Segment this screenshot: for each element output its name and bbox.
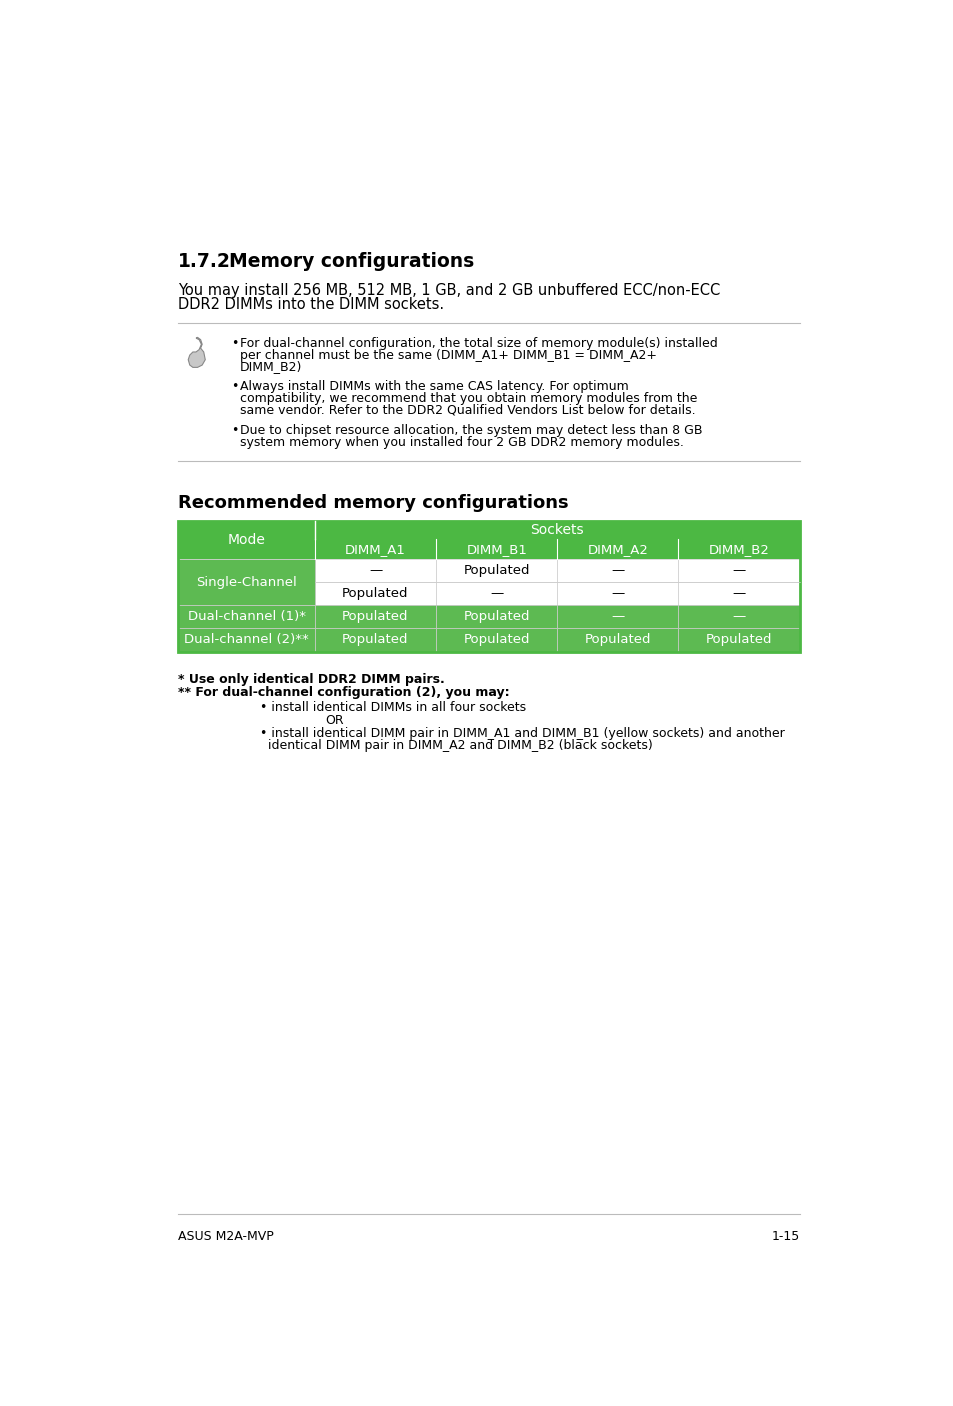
Bar <box>678 560 799 582</box>
Bar <box>678 606 799 628</box>
Text: Dual-channel (1)*: Dual-channel (1)* <box>188 610 305 623</box>
Bar <box>557 606 678 628</box>
Text: ASUS M2A-MVP: ASUS M2A-MVP <box>178 1230 274 1243</box>
Text: Populated: Populated <box>342 634 408 647</box>
Bar <box>178 520 314 560</box>
Bar <box>436 560 557 582</box>
Text: DIMM_A1: DIMM_A1 <box>345 543 406 555</box>
Text: * Use only identical DDR2 DIMM pairs.: * Use only identical DDR2 DIMM pairs. <box>178 673 444 686</box>
Text: Mode: Mode <box>228 533 265 547</box>
Bar <box>557 560 678 582</box>
Text: DDR2 DIMMs into the DIMM sockets.: DDR2 DIMMs into the DIMM sockets. <box>178 297 444 312</box>
Bar <box>436 628 557 651</box>
Text: DIMM_A2: DIMM_A2 <box>587 543 648 555</box>
Text: 1.7.2: 1.7.2 <box>178 252 231 271</box>
Text: Populated: Populated <box>463 634 529 647</box>
Bar <box>678 582 799 606</box>
Text: • install identical DIMM pair in DIMM_A1 and DIMM_B1 (yellow sockets) and anothe: • install identical DIMM pair in DIMM_A1… <box>259 727 783 740</box>
Bar <box>178 628 314 651</box>
Bar <box>178 606 314 628</box>
Text: Populated: Populated <box>463 610 529 623</box>
Text: Sockets: Sockets <box>530 523 583 537</box>
Text: DIMM_B2: DIMM_B2 <box>708 543 769 555</box>
Bar <box>178 520 799 538</box>
Text: compatibility, we recommend that you obtain memory modules from the: compatibility, we recommend that you obt… <box>240 392 697 405</box>
Text: system memory when you installed four 2 GB DDR2 memory modules.: system memory when you installed four 2 … <box>240 436 683 449</box>
Bar <box>557 582 678 606</box>
Text: Populated: Populated <box>342 610 408 623</box>
Text: Memory configurations: Memory configurations <box>229 252 474 271</box>
Text: Single-Channel: Single-Channel <box>196 575 296 589</box>
Text: Populated: Populated <box>342 588 408 600</box>
Text: Populated: Populated <box>705 634 772 647</box>
Text: Always install DIMMs with the same CAS latency. For optimum: Always install DIMMs with the same CAS l… <box>240 380 628 394</box>
Bar <box>436 582 557 606</box>
Bar <box>314 606 436 628</box>
Bar <box>314 560 436 582</box>
Bar <box>314 582 436 606</box>
Text: Populated: Populated <box>584 634 651 647</box>
Text: per channel must be the same (DIMM_A1+ DIMM_B1 = DIMM_A2+: per channel must be the same (DIMM_A1+ D… <box>240 349 657 361</box>
Text: Populated: Populated <box>463 564 529 576</box>
Text: Recommended memory configurations: Recommended memory configurations <box>178 494 568 512</box>
Text: identical DIMM pair in DIMM_A2 and DIMM_B2 (black sockets): identical DIMM pair in DIMM_A2 and DIMM_… <box>259 740 652 752</box>
Text: same vendor. Refer to the DDR2 Qualified Vendors List below for details.: same vendor. Refer to the DDR2 Qualified… <box>240 404 695 418</box>
Text: Dual-channel (2)**: Dual-channel (2)** <box>184 634 309 647</box>
Bar <box>436 606 557 628</box>
Text: •: • <box>231 380 238 394</box>
Text: •: • <box>231 423 238 437</box>
Text: —: — <box>732 610 745 623</box>
Text: You may install 256 MB, 512 MB, 1 GB, and 2 GB unbuffered ECC/non-ECC: You may install 256 MB, 512 MB, 1 GB, an… <box>178 283 720 298</box>
Bar <box>314 538 799 560</box>
Text: DIMM_B1: DIMM_B1 <box>466 543 527 555</box>
Bar <box>178 520 799 651</box>
Text: ** For dual-channel configuration (2), you may:: ** For dual-channel configuration (2), y… <box>178 686 509 699</box>
Text: • install identical DIMMs in all four sockets: • install identical DIMMs in all four so… <box>259 700 525 714</box>
Text: For dual-channel configuration, the total size of memory module(s) installed: For dual-channel configuration, the tota… <box>240 336 718 350</box>
Bar <box>557 628 678 651</box>
Bar <box>178 560 314 606</box>
Text: Due to chipset resource allocation, the system may detect less than 8 GB: Due to chipset resource allocation, the … <box>240 423 702 437</box>
Text: •: • <box>231 336 238 350</box>
Bar <box>678 628 799 651</box>
Text: —: — <box>611 588 624 600</box>
Text: 1-15: 1-15 <box>771 1230 799 1243</box>
PathPatch shape <box>188 337 205 367</box>
Text: OR: OR <box>325 714 344 727</box>
Text: DIMM_B2): DIMM_B2) <box>240 360 302 374</box>
Bar <box>314 628 436 651</box>
Text: —: — <box>369 564 382 576</box>
Text: —: — <box>611 564 624 576</box>
Text: —: — <box>611 610 624 623</box>
Text: —: — <box>732 564 745 576</box>
Text: —: — <box>732 588 745 600</box>
Text: —: — <box>490 588 503 600</box>
